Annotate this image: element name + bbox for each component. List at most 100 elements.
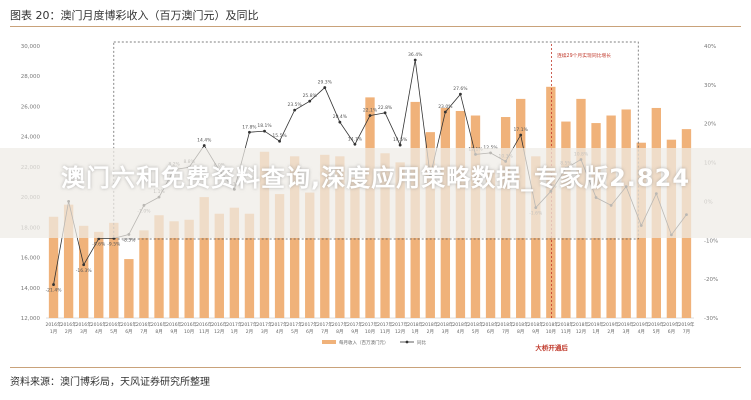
yoy-point [97, 237, 101, 241]
x-tick-month: 9月 [532, 329, 539, 335]
y-right-tick-label: 40% [704, 44, 716, 50]
x-tick-year: 2016年 [166, 321, 182, 328]
x-tick-month: 3月 [442, 329, 449, 335]
x-tick-year: 2018年 [528, 321, 544, 328]
x-tick-month: 8月 [336, 329, 343, 335]
x-tick-year: 2018年 [422, 321, 438, 328]
x-tick-year: 2017年 [377, 321, 393, 328]
x-tick-year: 2016年 [46, 321, 62, 328]
x-tick-year: 2017年 [257, 321, 273, 328]
revenue-bar [109, 222, 119, 318]
source-divider [10, 367, 741, 368]
x-tick-year: 2018年 [407, 321, 423, 328]
yoy-point [278, 139, 281, 143]
revenue-bar [305, 192, 315, 318]
x-tick-month: 3月 [80, 329, 87, 335]
yoy-point [308, 99, 312, 103]
x-tick-month: 1月 [592, 329, 599, 335]
x-tick-month: 12月 [214, 329, 224, 335]
yoy-point [519, 133, 523, 137]
x-tick-year: 2017年 [241, 321, 257, 328]
x-tick-year: 2016年 [211, 321, 227, 328]
x-tick-year: 2016年 [76, 321, 92, 328]
x-tick-month: 1月 [412, 329, 419, 335]
yoy-point [338, 120, 342, 124]
x-tick-month: 3月 [622, 329, 629, 335]
revenue-bar [48, 216, 59, 318]
revenue-bar [214, 213, 224, 318]
yoy-point [323, 86, 327, 89]
bridge-annotation: 大桥开通后 [535, 343, 568, 352]
x-tick-year: 2016年 [181, 321, 197, 328]
legend-line-marker [405, 340, 409, 344]
x-tick-month: 2月 [427, 329, 434, 335]
x-tick-year: 2016年 [106, 321, 122, 328]
revenue-bar [94, 231, 104, 318]
yoy-data-label: 14.4% [197, 137, 212, 143]
x-tick-month: 3月 [261, 329, 268, 335]
x-tick-month: 4月 [95, 329, 102, 335]
x-tick-year: 2017年 [362, 321, 378, 328]
x-tick-month: 11月 [199, 329, 209, 335]
yoy-data-label: 23.0% [438, 104, 453, 110]
revenue-bar [229, 207, 240, 318]
yoy-data-label: 20.4% [333, 114, 348, 120]
yoy-point [398, 143, 402, 147]
x-tick-year: 2018年 [452, 321, 468, 328]
revenue-bar [350, 177, 360, 318]
x-tick-month: 5月 [110, 329, 117, 335]
revenue-bar [199, 197, 209, 318]
x-tick-year: 2018年 [543, 321, 559, 328]
x-tick-year: 2018年 [437, 321, 453, 328]
yoy-point [413, 58, 417, 62]
growth-period-annotation: 连续29个月实现同比增长 [557, 52, 611, 59]
x-tick-month: 6月 [668, 329, 675, 335]
legend-bar-label: 每月收入（百万澳门元） [339, 339, 389, 346]
yoy-point [52, 283, 55, 286]
x-tick-year: 2019年 [648, 321, 664, 328]
x-tick-month: 2月 [65, 329, 72, 335]
x-tick-year: 2019年 [663, 321, 679, 328]
y-right-tick-label: 30% [704, 83, 716, 89]
yoy-data-label: 18.1% [257, 123, 272, 129]
revenue-bar [395, 162, 405, 318]
revenue-bar [184, 219, 194, 318]
yoy-data-label: -9.5% [107, 241, 121, 247]
yoy-data-label: 22.8% [378, 105, 393, 111]
x-tick-year: 2019年 [588, 321, 604, 328]
yoy-point [263, 129, 266, 133]
x-tick-year: 2018年 [573, 321, 589, 328]
x-tick-year: 2018年 [558, 321, 574, 328]
overlay-banner-text: 澳门六和免费资料查询,深度应用策略数据_专家版2.824 [60, 164, 691, 192]
y-right-tick-label: -20% [704, 277, 718, 283]
x-tick-year: 2017年 [287, 321, 303, 328]
y-right-tick-label: -10% [704, 238, 718, 244]
x-tick-year: 2019年 [678, 321, 694, 328]
x-tick-year: 2018年 [513, 321, 529, 328]
yoy-point [82, 263, 86, 267]
x-tick-year: 2017年 [332, 321, 348, 328]
y-left-tick-label: 26,000 [21, 104, 41, 110]
yoy-data-label: 25.8% [303, 93, 318, 99]
y-left-tick-label: 30,000 [21, 44, 41, 50]
x-tick-month: 1月 [50, 329, 57, 335]
x-tick-month: 7月 [140, 329, 147, 335]
legend-line-label: 同比 [417, 339, 426, 346]
x-tick-month: 9月 [351, 329, 358, 335]
x-tick-year: 2017年 [347, 321, 363, 328]
yoy-point [383, 111, 387, 115]
x-tick-year: 2017年 [392, 321, 408, 328]
y-left-tick-label: 28,000 [21, 74, 41, 80]
x-tick-year: 2016年 [196, 321, 212, 328]
yoy-point [443, 110, 447, 114]
x-tick-month: 4月 [457, 329, 464, 335]
yoy-point [459, 92, 462, 96]
yoy-data-label: 23.5% [288, 102, 303, 108]
overlay-banner [0, 148, 751, 238]
x-tick-year: 2019年 [633, 321, 649, 328]
x-tick-year: 2016年 [136, 321, 152, 328]
yoy-point [293, 108, 297, 112]
figure-title: 图表 20：澳门月度博彩收入（百万澳门元）及同比 [10, 9, 259, 22]
x-tick-year: 2018年 [483, 321, 499, 328]
revenue-bar [139, 230, 149, 318]
